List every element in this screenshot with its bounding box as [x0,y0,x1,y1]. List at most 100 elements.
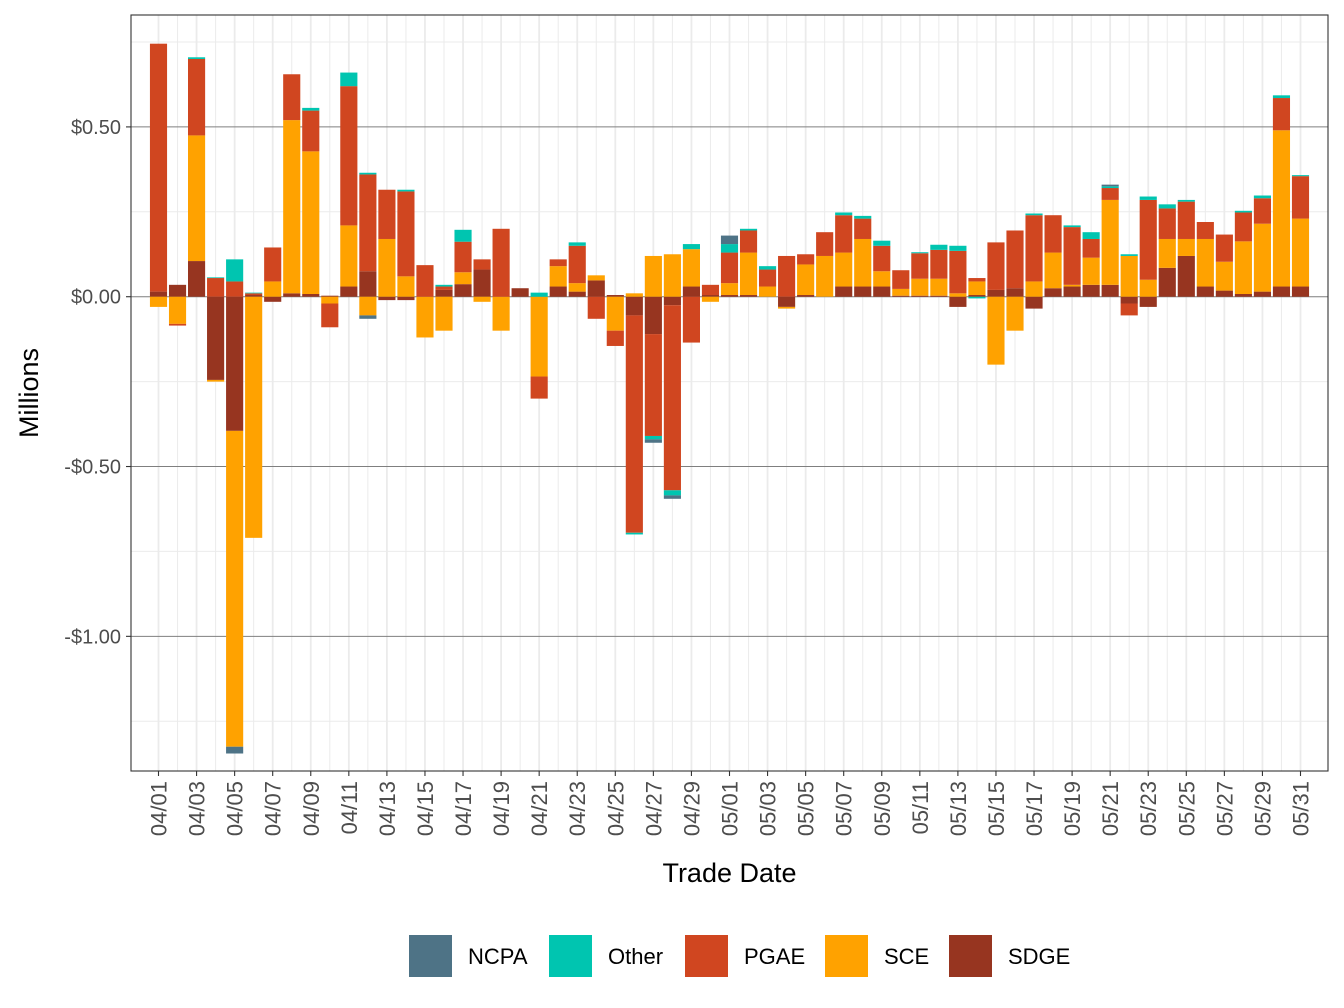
bar-sce-04-06 [245,296,263,538]
bar-pgae-04-14 [397,191,415,277]
bar-pgae-05-23 [1139,199,1157,280]
bar-sce-05-25 [1177,238,1195,256]
bar-sce-04-08 [283,120,301,294]
bar-pgae-05-29 [1253,198,1271,224]
x-tick-label: 05/17 [1022,781,1047,836]
bar-other-05-28 [1234,210,1252,213]
bar-pgae-04-21 [530,376,548,399]
bar-sdge-05-13 [949,296,967,307]
bar-sdge-04-04 [207,296,225,380]
y-tick-label: -$1.00 [64,626,121,648]
bar-sce-04-18 [473,296,491,302]
x-tick-label: 04/09 [299,781,324,836]
bar-sdge-04-02 [168,284,187,297]
x-tick-label: 05/15 [984,781,1009,836]
y-axis-title: Millions [14,348,44,438]
x-tick-label: 05/01 [718,781,743,836]
bar-sce-05-29 [1253,223,1271,292]
bar-sdge-05-27 [1215,290,1233,297]
bar-sdge-04-24 [587,280,605,297]
legend-key-sce [825,935,868,977]
bar-sce-05-03 [759,286,777,297]
bar-pgae-04-07 [264,247,282,282]
bar-sce-05-02 [739,252,758,296]
legend-label-ncpa: NCPA [468,944,528,969]
bar-pgae-05-16 [1006,230,1024,289]
y-tick-label: $0.50 [71,117,121,139]
y-tick-label: -$0.50 [64,457,121,479]
bar-other-04-28 [663,490,681,496]
bar-sdge-04-22 [549,286,567,297]
bar-sdge-05-15 [987,289,1005,297]
bar-pgae-05-22 [1120,303,1138,316]
bar-sdge-05-28 [1234,294,1252,297]
bar-sce-05-01 [720,283,739,296]
y-axis: $0.50 $0.00 -$0.50 -$1.00 [64,117,131,648]
bar-sce-04-05 [226,430,244,747]
x-tick-label: 04/13 [375,781,400,836]
bar-sce-04-11 [340,225,358,287]
x-tick-label: 04/25 [603,781,628,836]
bar-pgae-05-19 [1063,227,1081,285]
bar-pgae-04-11 [340,86,358,226]
x-tick-label: 04/21 [527,781,552,836]
bar-other-04-04 [207,277,225,279]
bar-sdge-05-04 [778,296,796,307]
x-axis: 04/01 04/03 04/05 04/07 04/09 04/11 04/13 04/15… [147,771,1314,836]
bar-sce-04-27 [644,255,662,297]
bar-other-04-11 [340,72,358,87]
bar-pgae-05-02 [739,230,758,253]
legend-label-other: Other [608,944,663,969]
bar-sdge-04-26 [625,296,643,316]
bar-sce-04-21 [530,296,548,377]
bar-sce-04-16 [435,296,453,331]
bar-sdge-05-07 [835,286,853,297]
bar-sdge-04-25 [606,295,624,297]
legend-label-sdge: SDGE [1008,944,1070,969]
bar-sdge-05-26 [1196,286,1214,297]
bar-sdge-04-09 [302,294,320,297]
bar-pgae-04-03 [188,58,206,136]
bar-other-04-17 [454,229,472,242]
bar-pgae-04-19 [492,228,510,297]
bar-sce-05-07 [835,252,853,287]
bar-sdge-05-01 [720,295,739,297]
bar-sdge-05-24 [1158,267,1176,297]
bar-sce-05-30 [1272,130,1291,287]
bar-sdge-05-02 [739,295,758,297]
bar-pgae-05-06 [816,232,834,256]
bar-other-05-24 [1158,204,1176,209]
bar-ncpa-05-21 [1101,184,1119,187]
bar-sce-04-07 [264,281,282,297]
bar-pgae-05-26 [1196,222,1214,239]
bar-other-05-21 [1101,186,1119,189]
x-tick-label: 05/19 [1060,781,1085,836]
x-tick-label: 04/11 [337,781,362,834]
bar-sce-05-13 [949,293,967,297]
bar-pgae-05-12 [930,249,948,279]
bar-pgae-05-27 [1215,234,1233,262]
bar-pgae-05-20 [1082,238,1100,258]
bar-sce-05-28 [1234,241,1252,294]
bar-pgae-04-10 [321,303,339,328]
bar-sce-04-26 [625,293,643,297]
x-tick-label: 04/03 [185,781,210,836]
bar-sdge-05-22 [1120,296,1138,304]
bar-sce-04-24 [587,275,605,281]
bar-sdge-05-05 [797,295,815,297]
bar-sdge-05-12 [930,295,948,297]
bar-other-05-07 [835,212,853,216]
bar-sdge-04-28 [663,296,681,306]
bar-sdge-04-03 [188,261,206,297]
bar-pgae-05-21 [1101,188,1119,200]
bar-other-05-31 [1291,175,1310,177]
bar-other-05-11 [911,252,929,254]
bar-other-05-03 [759,266,777,270]
bar-sce-04-01 [149,296,168,307]
x-tick-label: 05/05 [794,781,819,836]
bar-pgae-04-01 [149,43,168,292]
bar-sdge-04-12 [359,271,377,297]
bar-sdge-05-16 [1006,288,1024,297]
bar-other-04-12 [359,172,377,175]
